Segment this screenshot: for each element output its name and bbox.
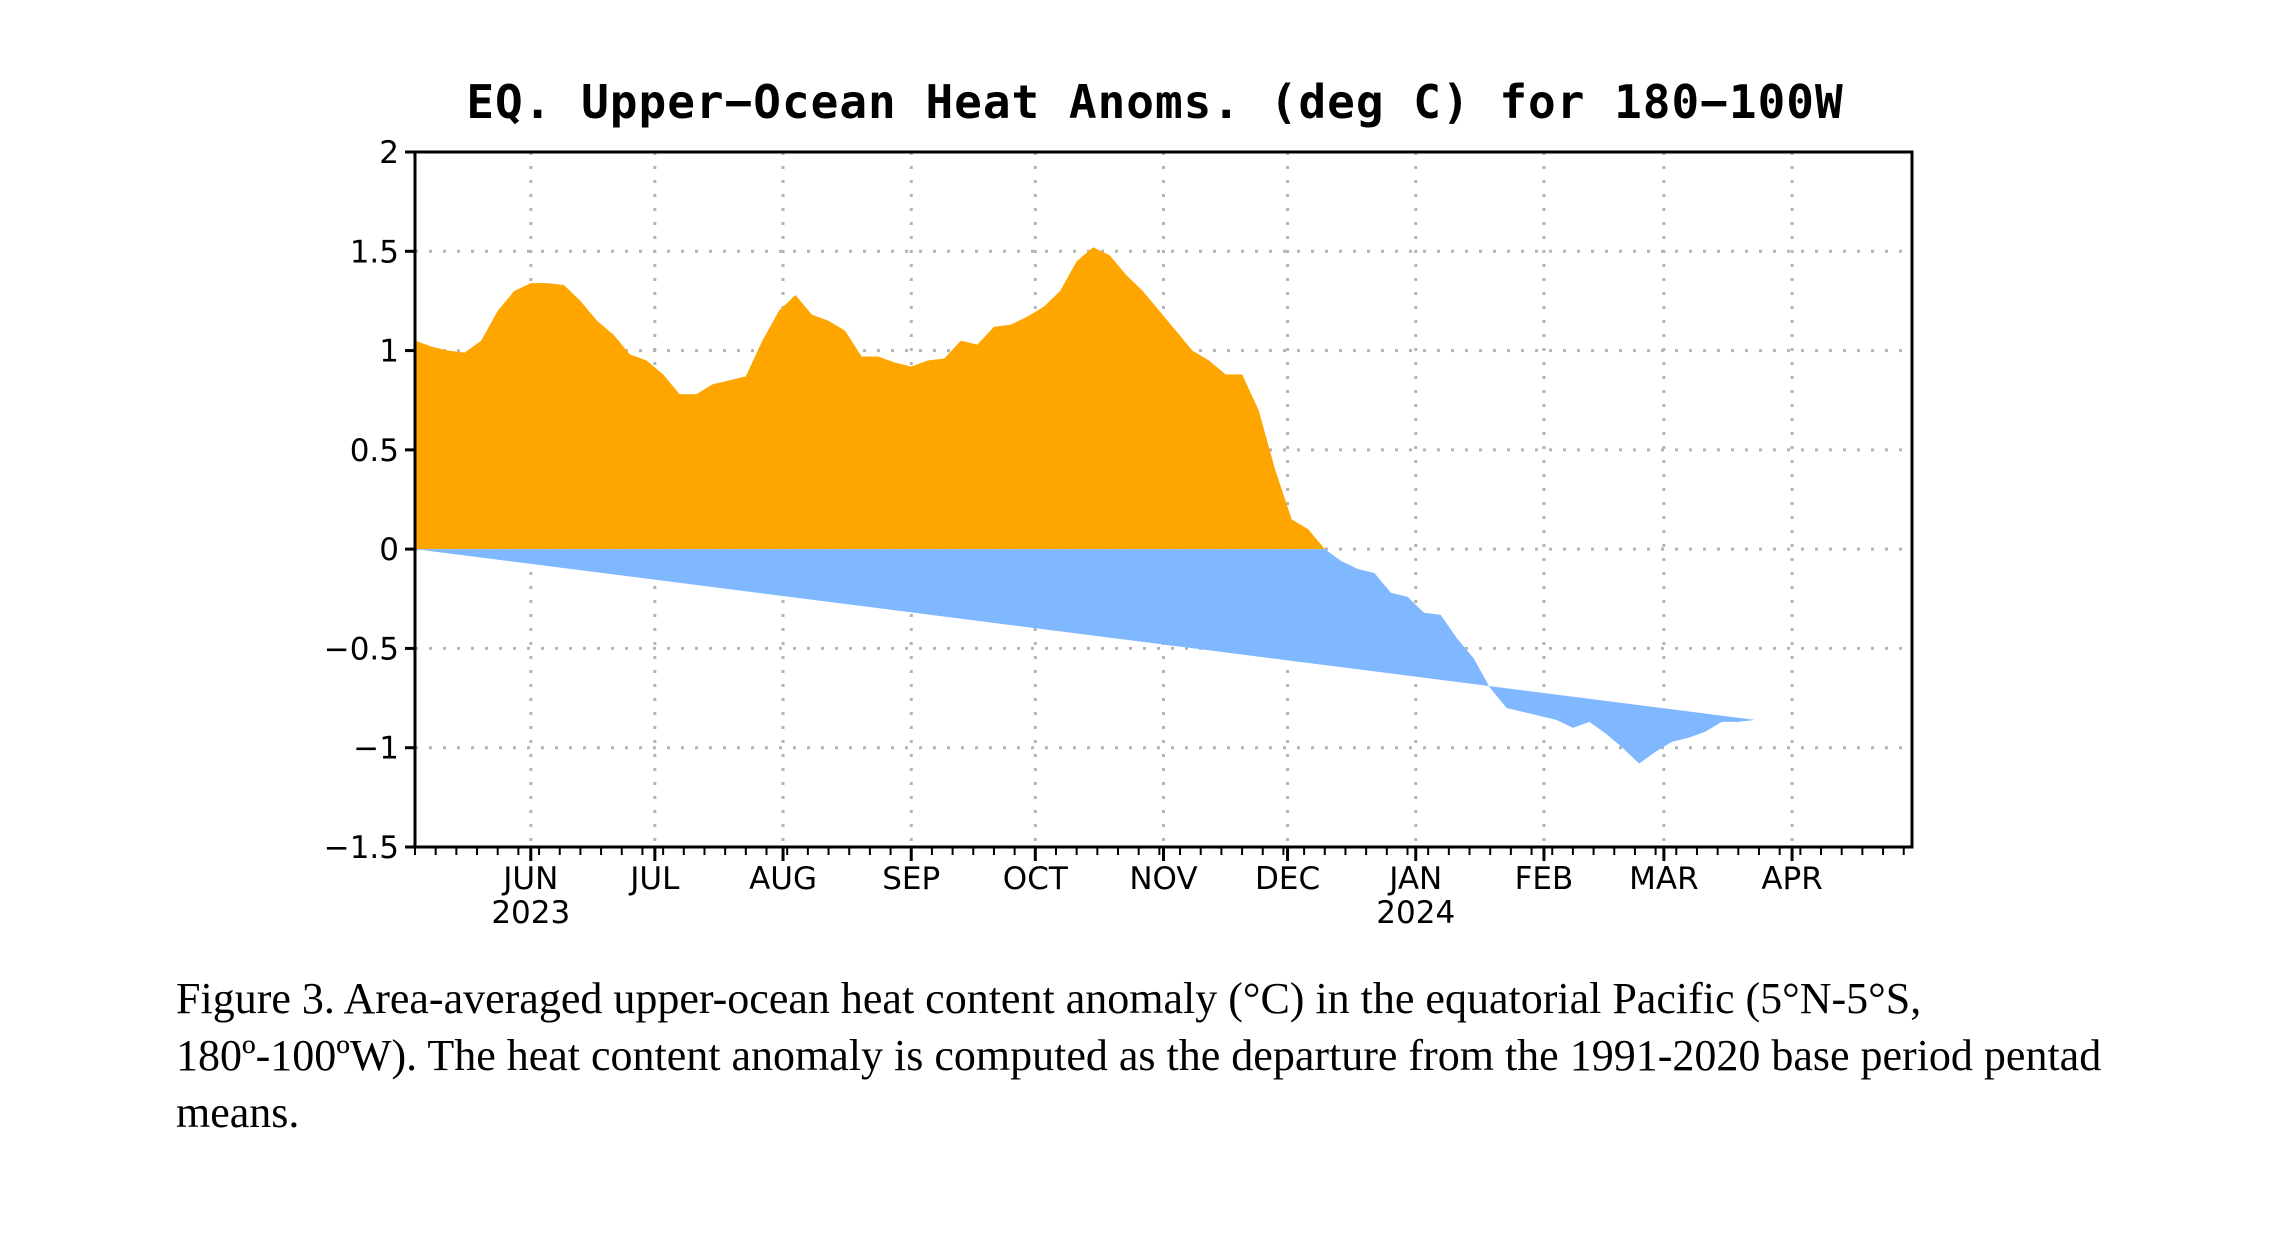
y-axis: 2 1.5 1 0.5 0 −0.5 −1 −1.5 (324, 135, 415, 866)
y-tick-label: 0 (379, 532, 399, 568)
x-tick-label: OCT (1003, 861, 1069, 897)
x-tick-label: MAR (1629, 861, 1699, 897)
x-tick-label: JUL (628, 861, 680, 897)
anomaly-areas (415, 247, 1755, 764)
y-tick-label: −0.5 (324, 631, 399, 667)
y-tick-label: −1 (353, 731, 399, 767)
x-tick-label: APR (1761, 861, 1822, 897)
positive-anomaly-area (415, 247, 1325, 550)
x-tick-label: AUG (749, 861, 817, 897)
x-tick-label: JUN (501, 861, 558, 897)
y-tick-label: 2 (379, 135, 399, 171)
x-year-label: 2023 (491, 895, 570, 931)
y-tick-label: 1 (379, 334, 399, 370)
x-year-label: 2024 (1376, 895, 1455, 931)
figure-caption: Figure 3. Area-averaged upper-ocean heat… (176, 974, 2102, 1137)
x-tick-label: NOV (1129, 861, 1197, 897)
heat-anomaly-chart: EQ. Upper−Ocean Heat Anoms. (deg C) for … (324, 75, 1914, 931)
x-tick-label: JAN (1387, 861, 1442, 897)
chart-title: EQ. Upper−Ocean Heat Anoms. (deg C) for … (466, 75, 1843, 129)
negative-anomaly-area (415, 549, 1755, 764)
y-tick-label: 1.5 (350, 234, 399, 270)
x-tick-label: DEC (1255, 861, 1320, 897)
grid (415, 152, 1912, 847)
y-tick-label: −1.5 (324, 830, 399, 866)
y-tick-label: 0.5 (350, 433, 399, 469)
x-tick-label: SEP (882, 861, 940, 897)
x-tick-label: FEB (1515, 861, 1574, 897)
